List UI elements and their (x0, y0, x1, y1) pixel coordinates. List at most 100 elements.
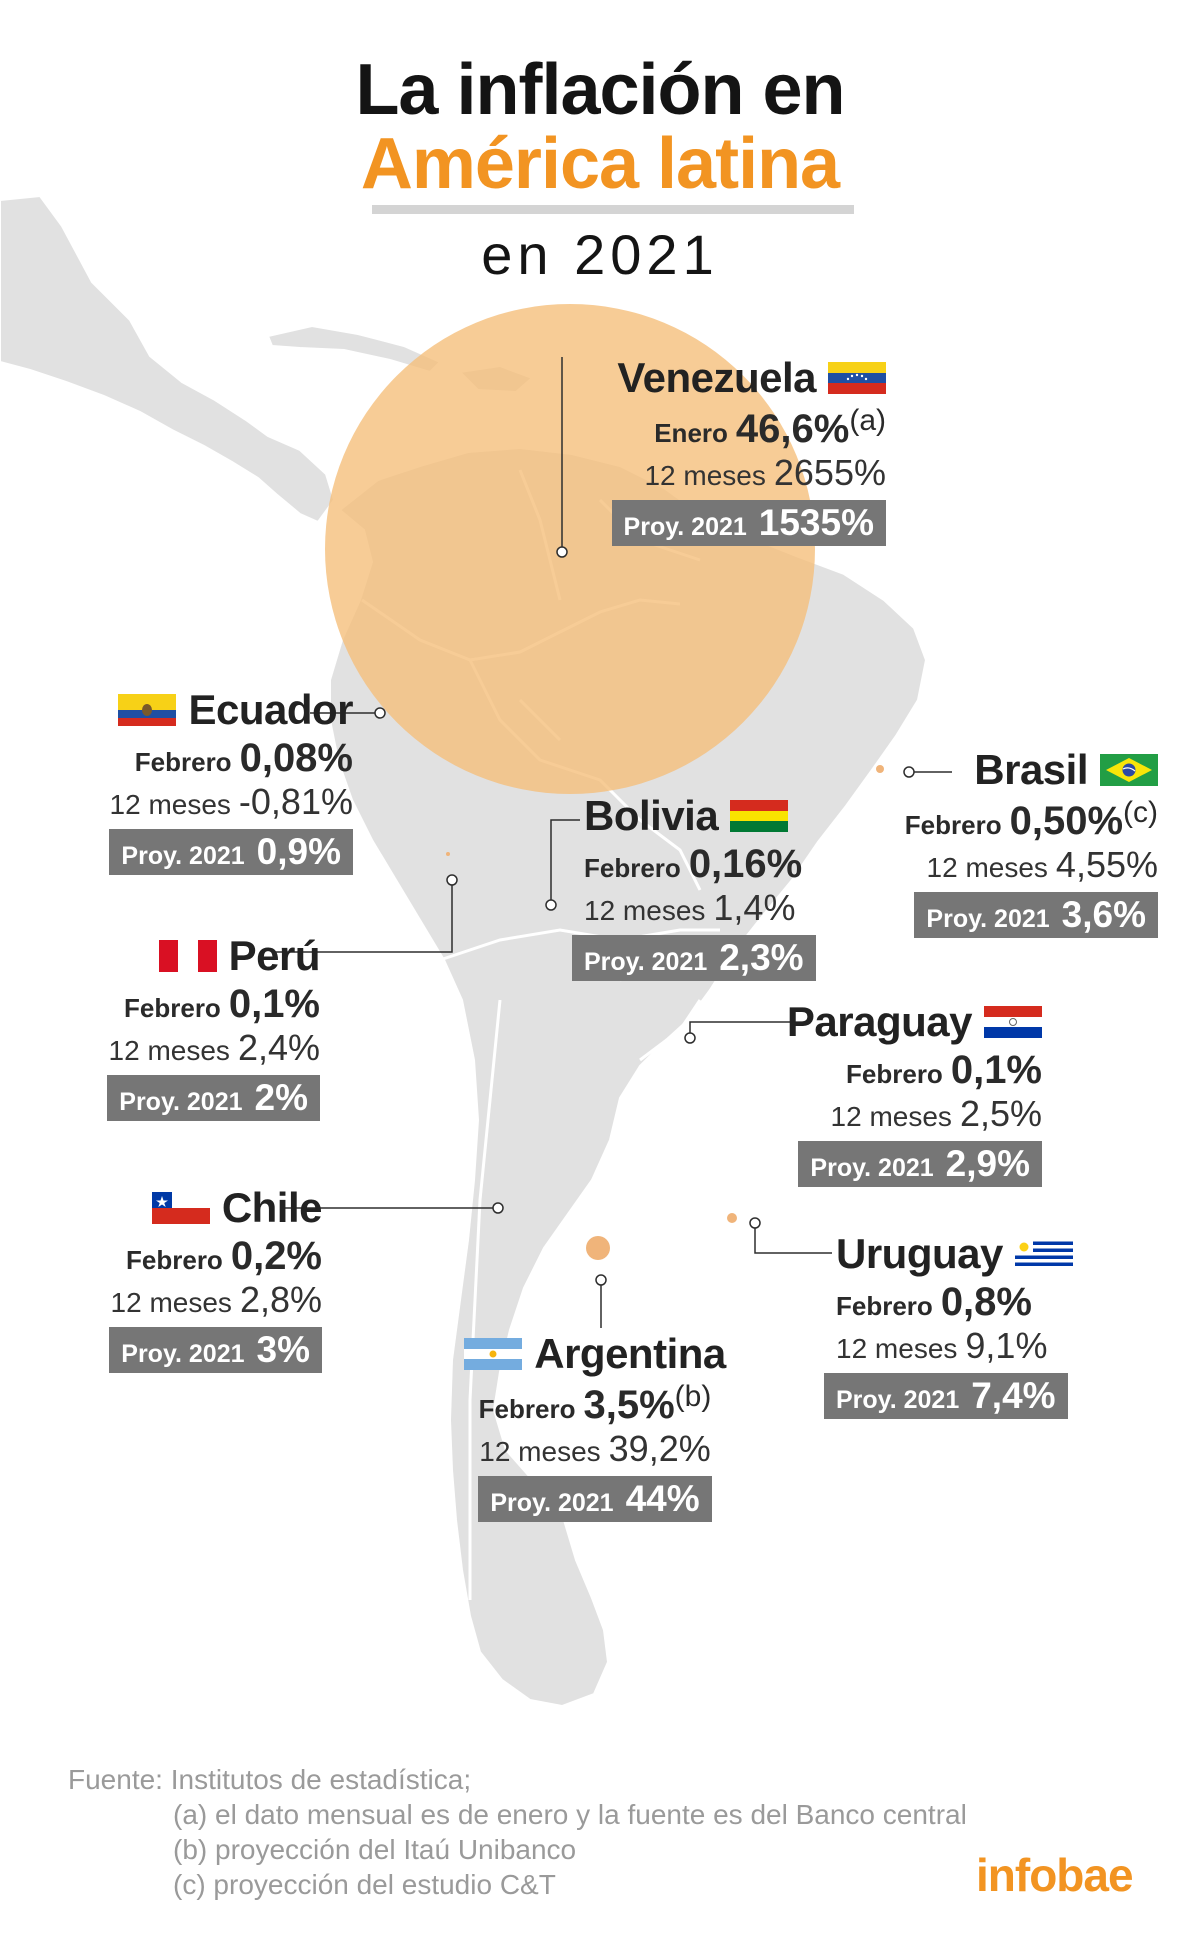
projection-box: Proy. 2021 7,4% (824, 1373, 1068, 1419)
source-notes: Fuente: Institutos de estadística; (a) e… (68, 1762, 967, 1902)
country-name: Perú (228, 932, 321, 979)
yearly-label: 12 meses (110, 1287, 232, 1318)
yearly-label: 12 meses (644, 460, 766, 491)
monthly-label: Febrero (126, 1245, 223, 1275)
country-ecuador: Ecuador Febrero 0,08% 12 meses -0,81% Proy… (56, 684, 353, 875)
monthly-label: Febrero (478, 1394, 576, 1424)
monthly-label: Febrero (904, 810, 1002, 840)
country-name: Venezuela (617, 354, 816, 401)
peru-marker (446, 874, 458, 886)
yearly-value: 2,4% (237, 1027, 320, 1068)
yearly-value: 1,4% (713, 887, 796, 928)
projection-label: Proy. 2021 (810, 1154, 934, 1182)
source-text: Institutos de estadística; (170, 1764, 472, 1795)
yearly-value: 4,55% (1055, 844, 1158, 885)
argentina-flag-icon (464, 1338, 523, 1370)
bolivia-marker (545, 899, 557, 911)
footnote-ref: (a) (849, 404, 886, 437)
projection-box: Proy. 2021 0,9% (109, 829, 353, 875)
footnote-ref: (c) (1123, 796, 1158, 829)
monthly-value: 0,08% (239, 736, 353, 780)
argentina-marker (595, 1274, 607, 1286)
monthly-value: 0,1% (950, 1048, 1042, 1092)
yearly-value: 9,1% (965, 1325, 1048, 1366)
projection-box: Proy. 2021 2,9% (798, 1141, 1042, 1187)
projection-box: Proy. 2021 3% (109, 1327, 322, 1373)
projection-label: Proy. 2021 (490, 1489, 614, 1517)
projection-box: Proy. 2021 2% (107, 1075, 320, 1121)
peru-flag-icon (158, 940, 217, 972)
country-name: Bolivia (584, 792, 719, 839)
yearly-label: 12 meses (479, 1436, 601, 1467)
projection-box: Proy. 2021 1535% (611, 500, 886, 546)
country-brasil: Brasil Febrero 0,50%(c) 12 meses 4,55% Pro… (868, 744, 1158, 938)
country-name: Chile (221, 1184, 323, 1231)
monthly-value: 0,2% (230, 1234, 322, 1278)
source-note-b: (b) proyección del Itaú Unibanco (173, 1834, 577, 1865)
yearly-value: 2,5% (959, 1093, 1042, 1134)
projection-label: Proy. 2021 (584, 948, 708, 976)
bolivia-leader (550, 819, 580, 905)
projection-value: 0,9% (256, 831, 341, 872)
country-name: Brasil (974, 746, 1088, 793)
yearly-value: -0,81% (238, 781, 353, 822)
monthly-label: Febrero (584, 853, 681, 883)
infobae-logo: infobae (976, 1849, 1134, 1901)
country-name: Paraguay (786, 998, 973, 1045)
projection-value: 2% (254, 1077, 308, 1118)
ecuador-flag-icon (118, 694, 177, 726)
projection-label: Proy. 2021 (623, 513, 747, 541)
chile-marker (492, 1202, 504, 1214)
venezuela-flag-icon (828, 362, 886, 394)
location-markers (374, 546, 915, 1286)
projection-label: Proy. 2021 (119, 1088, 243, 1116)
paraguay-flag-icon (984, 1006, 1042, 1038)
venezuela-marker (556, 546, 568, 558)
projection-box: Proy. 2021 3,6% (914, 892, 1158, 938)
monthly-label: Febrero (134, 747, 232, 777)
yearly-value: 39,2% (608, 1428, 711, 1469)
capital-dots (446, 765, 884, 1260)
projection-label: Proy. 2021 (926, 905, 1050, 933)
title-line-2: América latina (360, 124, 840, 204)
country-chile: Chile Febrero 0,2% 12 meses 2,8% Proy. 202… (60, 1182, 323, 1373)
projection-value: 1535% (758, 502, 874, 543)
monthly-label: Febrero (846, 1059, 943, 1089)
monthly-value: 0,8% (940, 1280, 1032, 1324)
ecuador-marker (374, 707, 386, 719)
projection-label: Proy. 2021 (121, 842, 245, 870)
peru-leader (272, 880, 453, 953)
projection-value: 2,3% (719, 937, 804, 978)
projection-label: Proy. 2021 (836, 1386, 960, 1414)
yearly-label: 12 meses (109, 789, 231, 820)
chile-flag-icon (151, 1192, 210, 1224)
country-peru: Perú Febrero 0,1% 12 meses 2,4% Proy. 2021… (70, 930, 321, 1121)
country-name: Ecuador (188, 686, 353, 733)
projection-value: 44% (625, 1478, 700, 1519)
monthly-value: 46,6% (735, 407, 850, 451)
central-america-landmass (0, 194, 336, 524)
source-note-c: (c) proyección del estudio C&T (173, 1869, 556, 1900)
projection-value: 7,4% (971, 1375, 1056, 1416)
monthly-value: 0,50% (1009, 799, 1124, 843)
yearly-label: 12 meses (836, 1333, 958, 1364)
projection-value: 2,9% (945, 1143, 1030, 1184)
monthly-value: 0,16% (688, 842, 803, 886)
bolivia-flag-icon (730, 800, 789, 832)
projection-box: Proy. 2021 2,3% (572, 935, 816, 981)
title-line-1: La inflación en (355, 50, 845, 130)
title-underline (372, 205, 854, 214)
monthly-label: Febrero (124, 993, 221, 1023)
projection-value: 3,6% (1061, 894, 1146, 935)
country-paraguay: Paraguay Febrero 0,1% 12 meses 2,5% Proy. … (760, 996, 1042, 1187)
yearly-value: 2,8% (239, 1279, 322, 1320)
brazil-flag-icon (1100, 754, 1158, 786)
country-uruguay: Uruguay Febrero 0,8% 12 meses 9,1% Proy. 2… (824, 1228, 1096, 1419)
yearly-label: 12 meses (926, 852, 1048, 883)
uruguay-flag-icon (1014, 1238, 1073, 1270)
yearly-label: 12 meses (108, 1035, 230, 1066)
yearly-label: 12 meses (584, 895, 706, 926)
uruguay-marker (749, 1217, 761, 1229)
paraguay-marker (684, 1032, 696, 1044)
